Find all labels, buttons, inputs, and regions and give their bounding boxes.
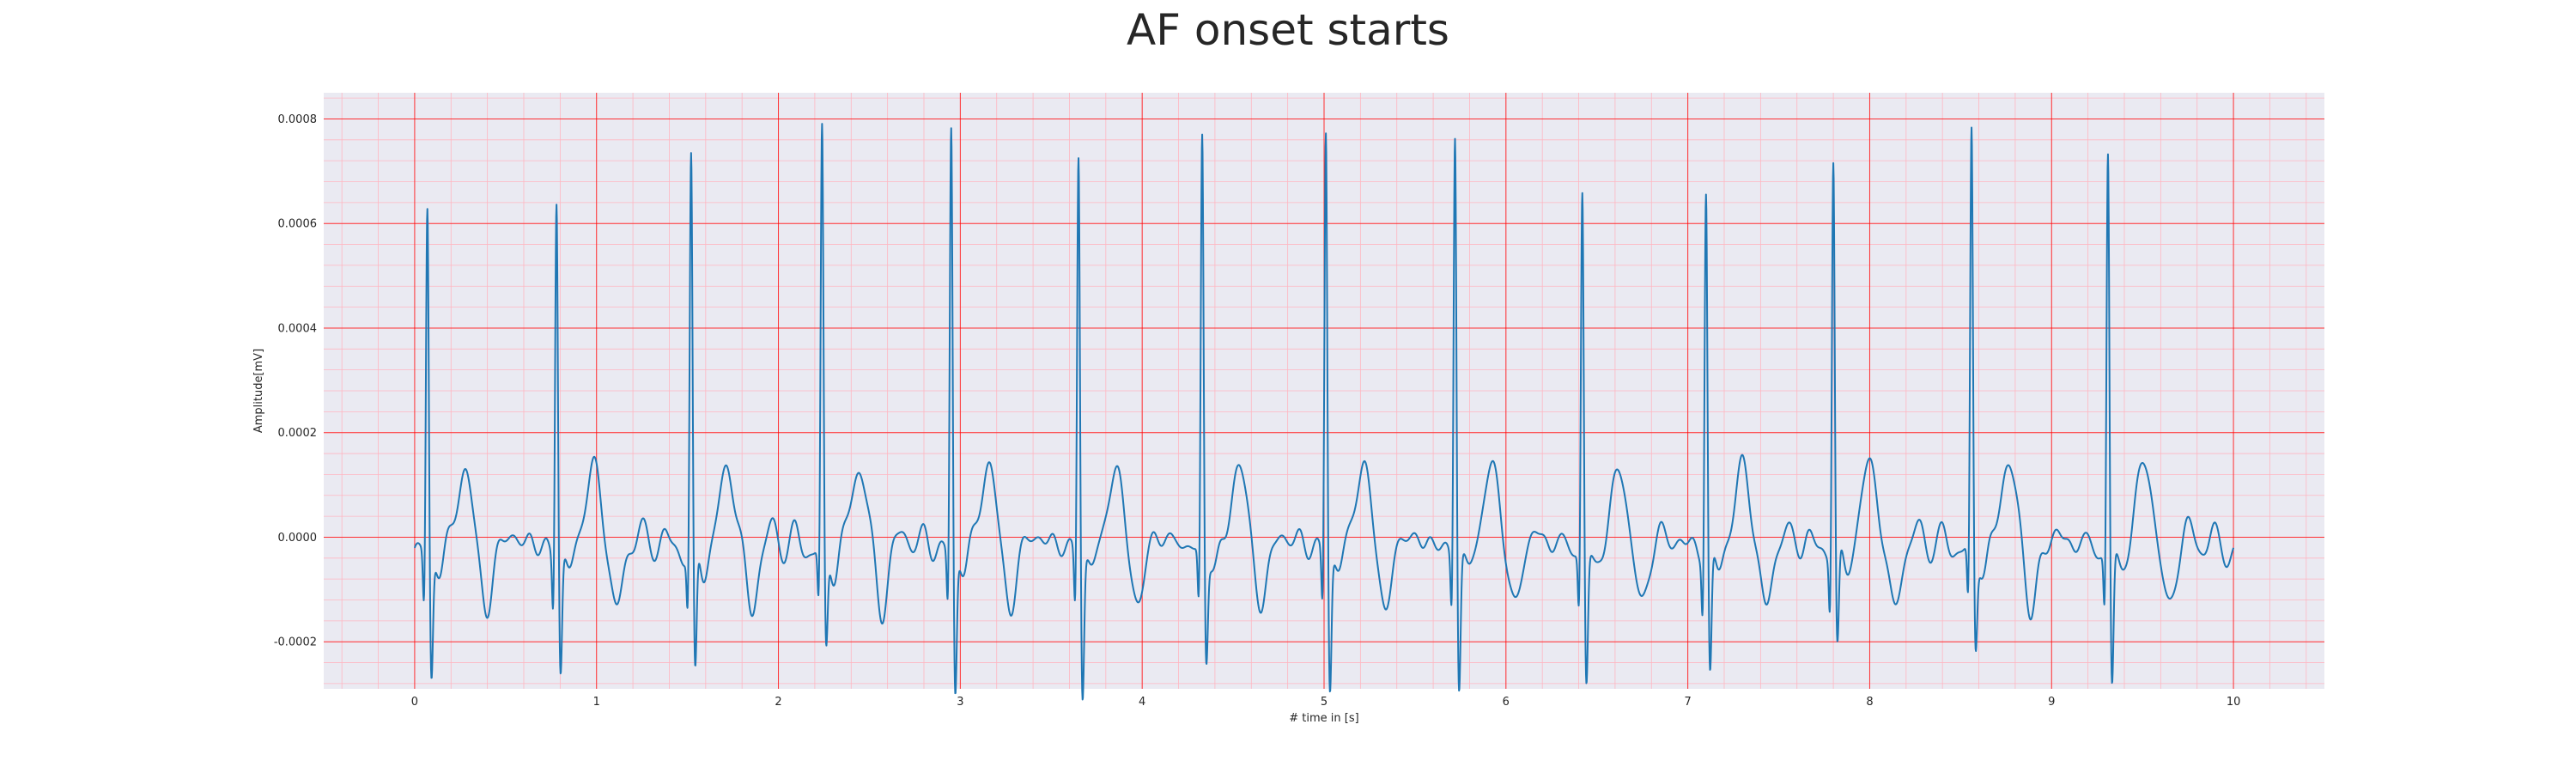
chart-title: AF onset starts	[1127, 5, 1449, 55]
y-tick-label: 0.0000	[278, 532, 318, 545]
ticks-layer: 0 1 2 3 4 5 6 7 8 9 10 -0.0002 0.0000 0.0002 0.0004 0.0…	[274, 113, 2241, 709]
ecg-series-line	[413, 123, 2235, 701]
x-tick-label: 8	[1866, 696, 1873, 709]
y-tick-label: 0.0008	[278, 113, 318, 126]
x-tick-label: 7	[1684, 696, 1691, 709]
x-axis-label: # time in [s]	[1289, 712, 1358, 725]
y-tick-label: 0.0004	[278, 322, 318, 335]
x-tick-label: 0	[411, 696, 418, 709]
x-tick-label: 2	[775, 696, 781, 709]
y-tick-label: 0.0006	[278, 218, 318, 231]
x-tick-label: 6	[1503, 696, 1510, 709]
series-layer	[413, 123, 2235, 701]
y-tick-label: 0.0002	[278, 427, 318, 440]
x-tick-label: 4	[1139, 696, 1145, 709]
x-tick-label: 10	[2227, 696, 2241, 709]
x-tick-label: 3	[957, 696, 963, 709]
x-tick-label: 9	[2048, 696, 2055, 709]
y-tick-label: -0.0002	[274, 636, 317, 649]
x-tick-label: 5	[1321, 696, 1327, 709]
y-axis-label: Amplitude[mV]	[252, 349, 265, 433]
x-tick-label: 1	[593, 696, 600, 709]
